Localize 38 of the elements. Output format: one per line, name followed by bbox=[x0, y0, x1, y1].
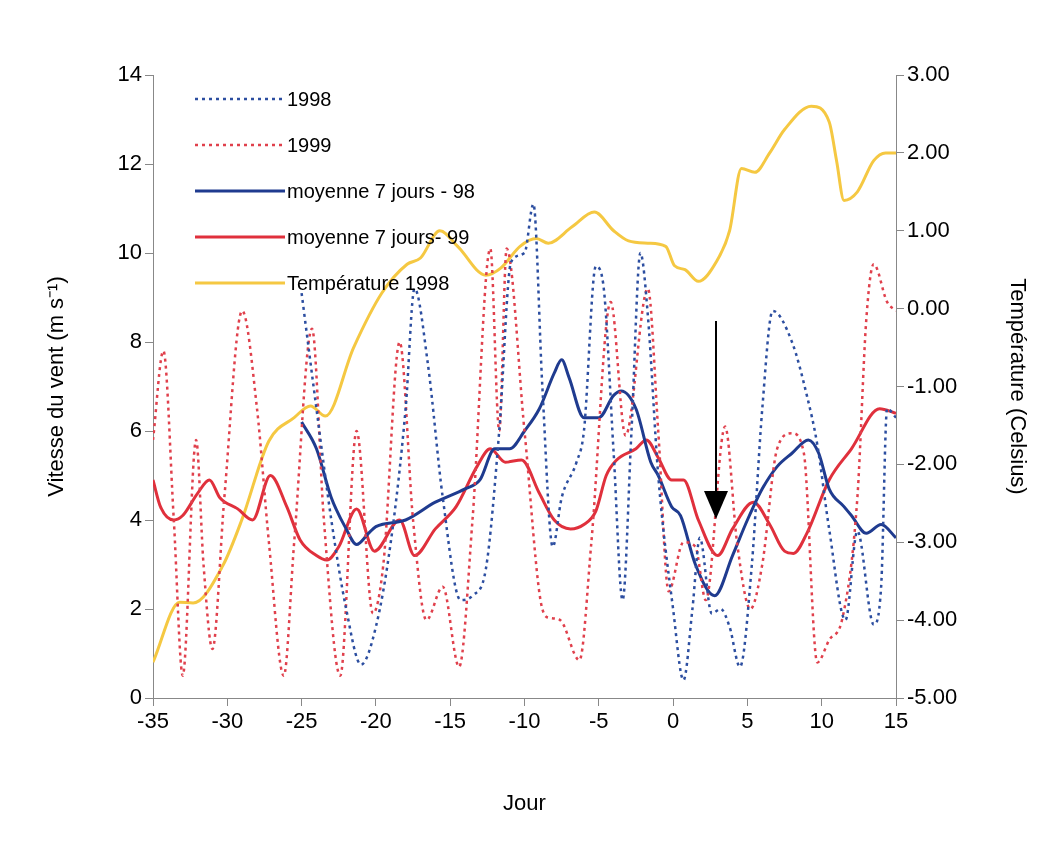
y-tick-label: 0 bbox=[129, 684, 142, 710]
y2-tick-label: -5.00 bbox=[907, 684, 958, 710]
legend-label: moyenne 7 jours - 98 bbox=[287, 179, 475, 202]
y-tick-label: 8 bbox=[129, 328, 142, 354]
y-axis-title: Vitesse du vent (m s⁻¹) bbox=[43, 276, 69, 497]
y-tick-label: 12 bbox=[117, 150, 142, 176]
y-tick-label: 2 bbox=[129, 595, 142, 621]
x-axis-title: Jour bbox=[503, 789, 546, 815]
y2-tick-label: 0.00 bbox=[907, 294, 950, 320]
x-tick-label: 5 bbox=[741, 708, 754, 734]
y-tick-label: 14 bbox=[117, 61, 142, 87]
y-tick-label: 6 bbox=[129, 417, 142, 443]
line-series bbox=[153, 104, 896, 664]
line-series bbox=[153, 247, 896, 677]
y2-tick-label: -3.00 bbox=[907, 528, 958, 554]
line-series bbox=[300, 358, 896, 598]
x-tick-label: 10 bbox=[809, 708, 834, 734]
y2-tick-label: -2.00 bbox=[907, 450, 958, 476]
x-tick-label: 15 bbox=[883, 708, 909, 734]
y2-tick-label: 2.00 bbox=[907, 138, 950, 164]
x-tick-label: -5 bbox=[589, 708, 609, 734]
y2-tick-label: 3.00 bbox=[907, 61, 950, 87]
x-tick-label: -10 bbox=[508, 708, 541, 734]
x-tick-label: -25 bbox=[285, 708, 318, 734]
legend-label: 1999 bbox=[287, 133, 332, 156]
y2-axis-title: Température (Celsius) bbox=[1005, 278, 1031, 495]
y2-tick-label: -1.00 bbox=[907, 372, 958, 398]
x-tick-label: -30 bbox=[211, 708, 244, 734]
x-tick-label: -35 bbox=[137, 708, 169, 734]
x-tick-label: -15 bbox=[434, 708, 467, 734]
y-tick-label: 10 bbox=[117, 239, 142, 265]
y2-tick-label: 1.00 bbox=[907, 216, 950, 242]
y-tick-label: 4 bbox=[129, 506, 142, 532]
legend-label: 1998 bbox=[287, 87, 332, 110]
x-tick-label: 0 bbox=[666, 708, 680, 734]
line-series bbox=[153, 407, 896, 562]
y2-tick-label: -4.00 bbox=[907, 606, 958, 632]
x-tick-label: -20 bbox=[360, 708, 392, 734]
